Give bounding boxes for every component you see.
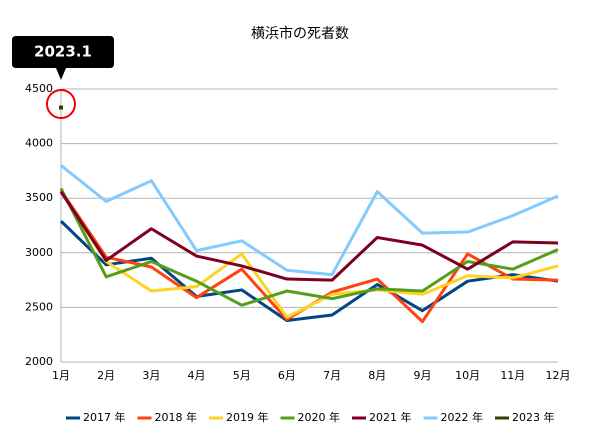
legend-label: 2019 年 xyxy=(226,410,269,424)
x-tick-label: 5月 xyxy=(233,369,251,382)
y-tick-label: 2500 xyxy=(25,300,53,313)
chart-title: 横浜市の死者数 xyxy=(251,25,349,42)
y-tick-label: 3500 xyxy=(25,191,53,204)
legend-label: 2017 年 xyxy=(83,410,126,424)
series-line xyxy=(59,190,559,319)
y-tick-label: 2000 xyxy=(25,355,53,368)
highlight-circle xyxy=(46,89,76,119)
x-tick-label: 2月 xyxy=(97,369,115,382)
x-tick-label: 8月 xyxy=(368,369,386,382)
x-tick-label: 1月 xyxy=(52,369,70,382)
series-line xyxy=(60,164,559,277)
callout-text: 2023.1 xyxy=(34,43,92,61)
y-tick-label: 4000 xyxy=(25,137,53,150)
x-tick-label: 12月 xyxy=(546,369,571,382)
x-tick-label: 7月 xyxy=(323,369,341,382)
x-tick-label: 9月 xyxy=(413,369,431,382)
series-line xyxy=(59,190,559,282)
legend-label: 2021 年 xyxy=(369,410,412,424)
legend-label: 2022 年 xyxy=(441,410,484,424)
y-tick-label: 3000 xyxy=(25,246,53,259)
series-line xyxy=(59,187,559,307)
y-tick-label: 4500 xyxy=(25,82,53,95)
series-line xyxy=(59,220,559,323)
x-tick-label: 4月 xyxy=(188,369,206,382)
x-tick-label: 6月 xyxy=(278,369,296,382)
x-tick-label: 3月 xyxy=(142,369,160,382)
legend-label: 2020 年 xyxy=(298,410,341,424)
callout-box xyxy=(12,36,114,80)
x-tick-label: 10月 xyxy=(455,369,480,382)
legend-label: 2023 年 xyxy=(512,410,555,424)
x-tick-label: 11月 xyxy=(500,369,525,382)
plot: 2000 2500 3000 3500 4000 4500 1月 2月 3月 4月 5月 6月 7月 8月… xyxy=(25,82,571,424)
legend-label: 2018 年 xyxy=(155,410,198,424)
